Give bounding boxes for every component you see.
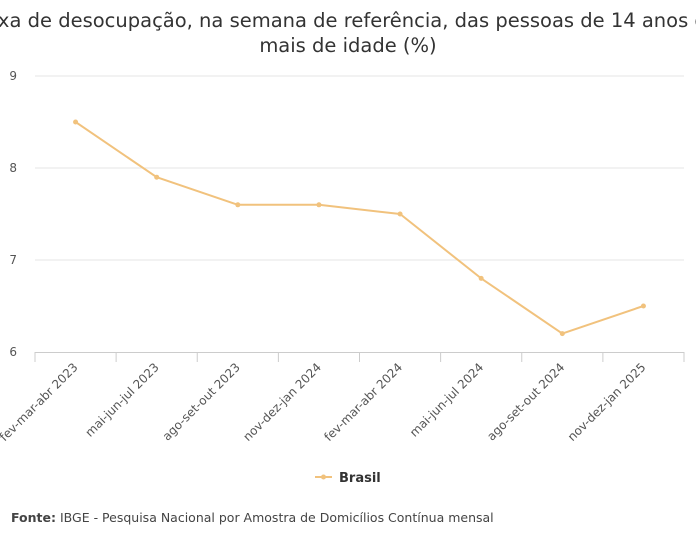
line-chart: Taxa de desocupação, na semana de referê… bbox=[0, 9, 696, 486]
chart-title-line-2: mais de idade (%) bbox=[259, 34, 436, 57]
grid bbox=[35, 75, 684, 261]
x-axis: fev-mar-abr 2023 mai-jun-jul 2023ago-set-… bbox=[0, 352, 685, 444]
data-point[interactable] bbox=[316, 202, 322, 208]
x-tick-label: mai-jun-jul 2024 bbox=[407, 360, 486, 439]
chart-title-line-1: Taxa de desocupação, na semana de referê… bbox=[0, 9, 696, 32]
x-tick-label: nov-dez-jan 2024 bbox=[240, 360, 324, 444]
data-point[interactable] bbox=[640, 303, 646, 309]
data-point[interactable] bbox=[478, 275, 484, 281]
y-axis: 9 8 7 6 bbox=[9, 69, 17, 359]
y-tick-label: 7 bbox=[9, 253, 17, 267]
x-tick-label: fev-mar-abr 2023 bbox=[0, 360, 81, 444]
data-point[interactable] bbox=[235, 202, 241, 208]
y-tick-label: 9 bbox=[9, 69, 17, 83]
x-tick-label: fev-mar-abr 2024 bbox=[321, 360, 405, 444]
source-text: IBGE - Pesquisa Nacional por Amostra de … bbox=[59, 510, 494, 525]
series-line bbox=[74, 121, 645, 335]
source-label: Fonte: bbox=[11, 510, 56, 525]
chart-title: Taxa de desocupação, na semana de referê… bbox=[0, 9, 696, 57]
y-tick-label: 6 bbox=[9, 345, 17, 359]
legend-marker-brasil bbox=[321, 474, 326, 480]
legend-label-brasil: Brasil bbox=[339, 471, 381, 486]
source-note: Fonte: IBGE - Pesquisa Nacional por Amos… bbox=[11, 510, 494, 525]
data-point[interactable] bbox=[397, 211, 403, 217]
x-tick-label: ago-set-out 2023 bbox=[160, 360, 243, 443]
data-point[interactable] bbox=[154, 174, 160, 180]
series-brasil[interactable] bbox=[73, 119, 646, 337]
y-tick-label: 8 bbox=[9, 161, 17, 175]
data-point[interactable] bbox=[73, 119, 79, 125]
x-tick-label: mai-jun-jul 2023 bbox=[82, 360, 161, 439]
data-point[interactable] bbox=[559, 331, 565, 337]
x-tick-label: nov-dez-jan 2025 bbox=[565, 360, 649, 444]
legend[interactable]: Brasil bbox=[315, 471, 381, 486]
x-tick-label: ago-set-out 2024 bbox=[484, 360, 567, 443]
